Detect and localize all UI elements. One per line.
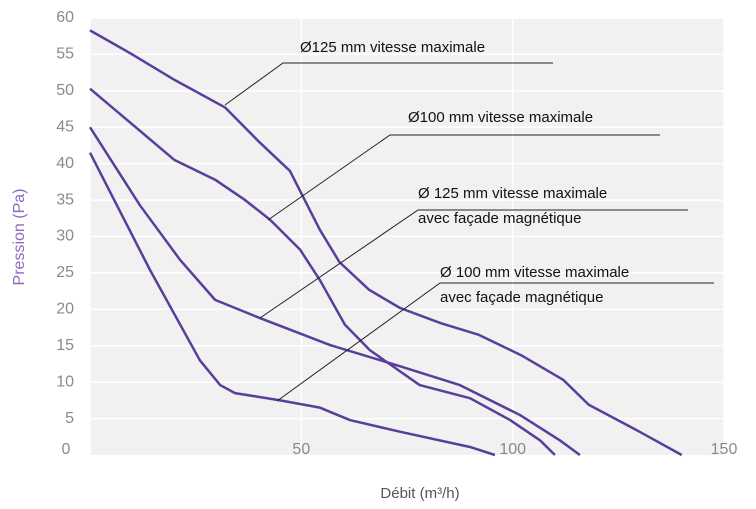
curve bbox=[88, 126, 581, 457]
leader-line bbox=[267, 134, 660, 221]
x-axis-label: Débit (m³/h) bbox=[380, 485, 459, 502]
y-tick-label: 45 bbox=[56, 118, 74, 135]
annotation: Ø 125 mm vitesse maximale bbox=[418, 185, 607, 202]
y-tick-label: 60 bbox=[56, 9, 74, 26]
curve bbox=[89, 87, 556, 456]
annotation: avec façade magnétique bbox=[418, 210, 581, 227]
leader-line bbox=[224, 62, 553, 106]
annotation: Ø125 mm vitesse maximale bbox=[300, 39, 485, 56]
leader-line bbox=[259, 209, 688, 319]
annotation: avec façade magnétique bbox=[440, 289, 603, 306]
x-tick-label: 100 bbox=[499, 441, 526, 458]
y-tick-label: 5 bbox=[65, 410, 74, 427]
x-tick-label: 0 bbox=[62, 441, 71, 458]
y-tick-label: 20 bbox=[56, 301, 74, 318]
y-tick-label: 40 bbox=[56, 155, 74, 172]
curve bbox=[89, 29, 683, 457]
y-tick-label: 35 bbox=[56, 191, 74, 208]
y-axis-label: Pression (Pa) bbox=[11, 189, 28, 286]
x-tick-label: 150 bbox=[711, 441, 738, 458]
y-tick-label: 10 bbox=[56, 373, 74, 390]
annotation: Ø100 mm vitesse maximale bbox=[408, 109, 593, 126]
y-tick-label: 30 bbox=[56, 228, 74, 245]
y-tick-label: 25 bbox=[56, 264, 74, 281]
y-tick-label: 15 bbox=[56, 337, 74, 354]
y-tick-label: 55 bbox=[56, 46, 74, 63]
annotation: Ø 100 mm vitesse maximale bbox=[440, 264, 629, 281]
y-tick-label: 50 bbox=[56, 82, 74, 99]
leader-line bbox=[276, 282, 714, 402]
x-tick-label: 50 bbox=[292, 441, 310, 458]
curve bbox=[88, 152, 496, 457]
